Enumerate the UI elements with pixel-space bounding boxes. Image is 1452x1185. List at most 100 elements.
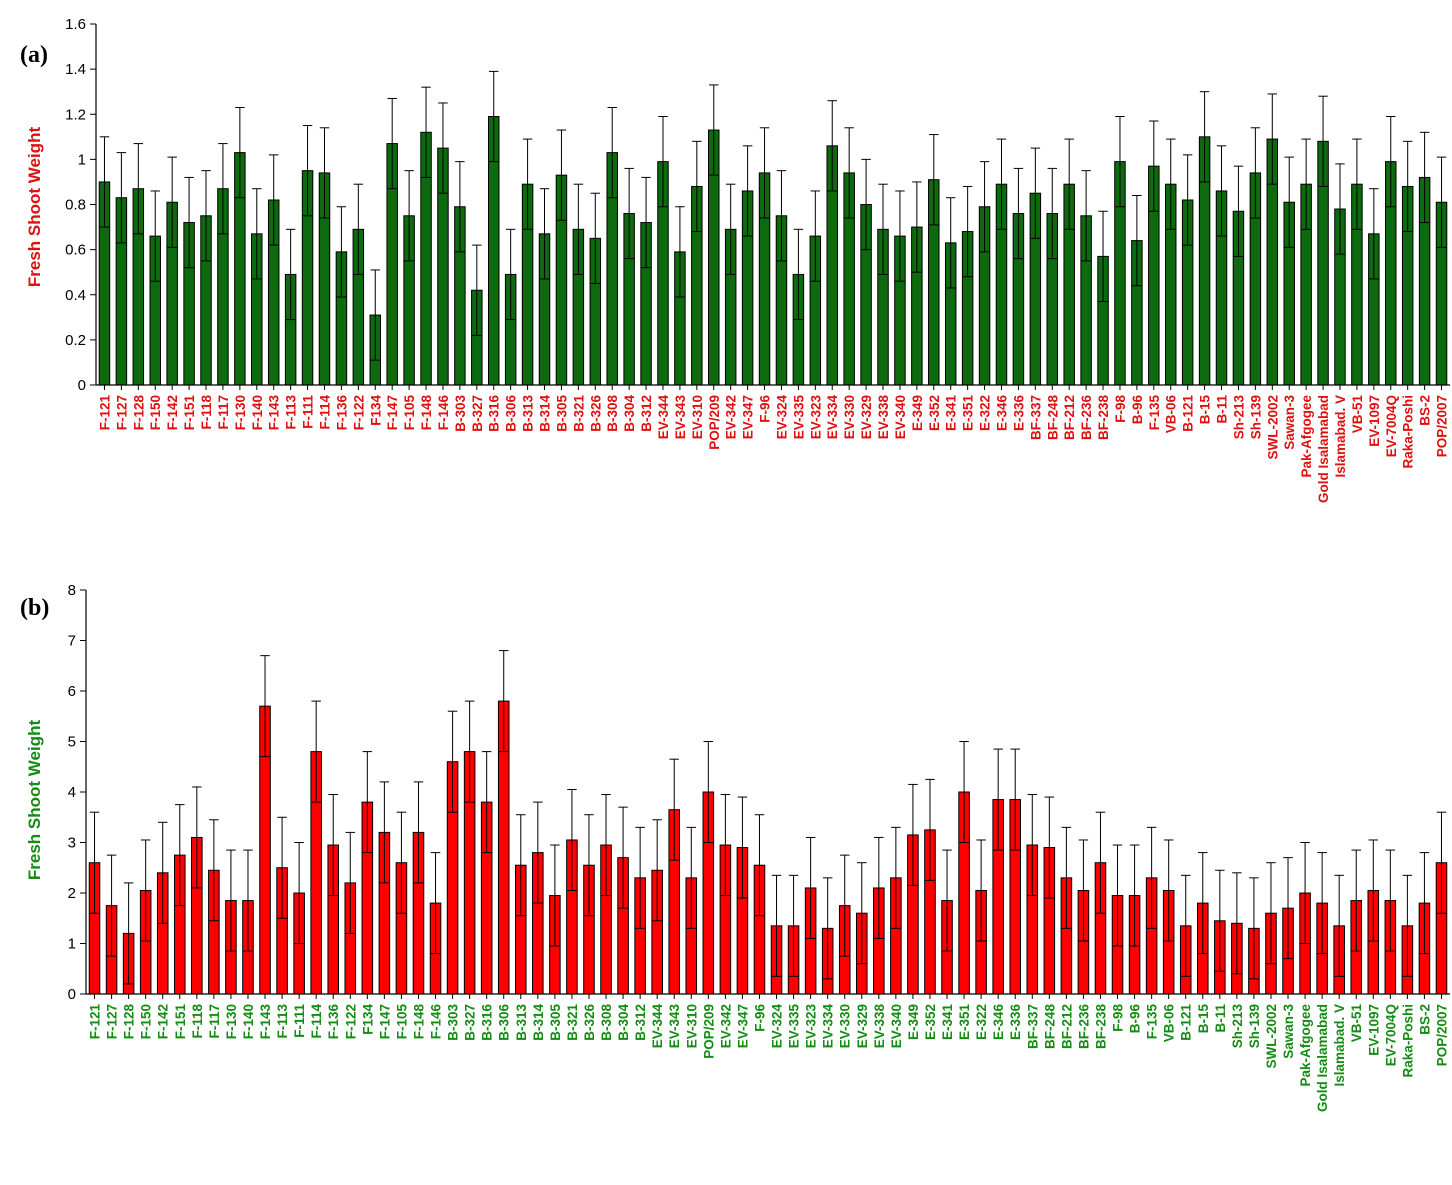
panel-b-category-label: E-336 — [1008, 1004, 1023, 1041]
panel-b-category-label: F-151 — [173, 1004, 188, 1040]
panel-b-category-label: VB-06 — [1162, 1004, 1177, 1043]
panel-b-category-label: E-349 — [906, 1004, 921, 1040]
panel-b-category-label: F-147 — [377, 1004, 392, 1039]
panel-b-category-label: Sawan-3 — [1281, 1004, 1296, 1059]
panel-a-category-label: BS-2 — [1418, 395, 1433, 426]
panel-a-category-label: F-150 — [148, 395, 163, 430]
panel-b-category-label: B-303 — [446, 1004, 461, 1041]
panel-a-category-label: F-122 — [351, 395, 366, 430]
panel-b-category-label: B-327 — [463, 1004, 478, 1041]
panel-b-category-label: EV-310 — [684, 1004, 699, 1048]
panel-a-y-tick-label: 0.2 — [65, 332, 86, 349]
panel-b-category-label: B-314 — [531, 1004, 546, 1041]
panel-b-y-tick-label: 5 — [68, 734, 76, 751]
panel-b-category-label: Sh-139 — [1247, 1004, 1262, 1048]
panel-b-category-label: Pak-Afgogee — [1298, 1004, 1313, 1087]
panel-b-label: (b) — [20, 595, 49, 621]
panel-a-category-label: EV-310 — [690, 395, 705, 439]
panel-a-category-label: F-151 — [182, 395, 197, 431]
panel-b-category-label: F-117 — [207, 1004, 222, 1039]
panel-b-category-label: Gold Isalamabad — [1315, 1004, 1330, 1112]
panel-b-category-label: EV-338 — [872, 1004, 887, 1049]
panel-a-category-label: B-326 — [588, 395, 603, 432]
panel-b-category-label: F-142 — [156, 1004, 171, 1039]
panel-a-category-label: Raka-Poshi — [1401, 395, 1416, 469]
panel-a-category-label: B-314 — [538, 395, 553, 432]
panel-a-category-label: EV-329 — [859, 395, 874, 439]
panel-a-category-label: F-146 — [436, 395, 451, 431]
panel-a-plot: 00.20.40.60.811.21.41.6F-121 F-127 F-128 F-… — [65, 16, 1450, 503]
panel-b-category-label: E-341 — [940, 1004, 955, 1041]
panel-a-category-label: E-351 — [961, 395, 976, 432]
panel-b-category-label: EV-330 — [838, 1004, 853, 1048]
panel-a-category-label: E-336 — [1011, 395, 1026, 432]
panel-b-category-label: B-15 — [1196, 1004, 1211, 1034]
panel-a-category-label: F-128 — [131, 395, 146, 431]
panel-b-y-tick-label: 3 — [68, 835, 76, 852]
panel-b-category-label: F-114 — [309, 1004, 324, 1039]
panel-b-category-label: F-111 — [292, 1004, 307, 1038]
panel-b-category-label: EV-335 — [787, 1004, 802, 1049]
panel-a-category-label: F-96 — [758, 395, 773, 423]
panel-b-category-label: BF-236 — [1076, 1004, 1091, 1050]
panel-b-category-label: F-127 — [105, 1004, 120, 1039]
panel-a-category-label: F-143 — [267, 395, 282, 431]
panel-a-y-tick-label: 1 — [78, 151, 86, 168]
panel-a-category-label: Islamabad. V — [1333, 395, 1348, 478]
panel-a-category-label: BF-337 — [1028, 395, 1043, 440]
panel-a-category-label: F-127 — [114, 395, 129, 430]
panel-b-category-label: B-121 — [1179, 1004, 1194, 1041]
panel-a-category-label: E-322 — [978, 395, 993, 431]
panel-a-category-label: B-313 — [521, 395, 536, 432]
panel-a-category-label: F-105 — [402, 395, 417, 431]
panel-a-category-label: B-327 — [470, 395, 485, 432]
panel-a-category-label: EV-7004Q — [1384, 395, 1399, 457]
panel-b-y-tick-label: 0 — [68, 986, 76, 1003]
panel-a-category-label: Pak-Afgogee — [1299, 395, 1314, 478]
panel-a-category-label: B-308 — [605, 395, 620, 432]
panel-a-category-label: EV-330 — [842, 395, 857, 439]
panel-a-category-label: EV-323 — [808, 395, 823, 440]
panel-b-category-label: B-321 — [565, 1004, 580, 1041]
panel-a-category-label: B-11 — [1215, 395, 1230, 424]
panel-a-category-label: F-121 — [97, 395, 112, 431]
panel-b-category-label: BF-212 — [1059, 1004, 1074, 1049]
panel-a-y-tick-label: 1.6 — [65, 16, 86, 33]
panel-a-category-label: B-312 — [639, 395, 654, 432]
panel-a-category-label: POP/2007 — [1435, 395, 1450, 457]
panel-a-category-label: EV-344 — [656, 395, 671, 440]
panel-a-category-label: EV-340 — [893, 395, 908, 439]
panel-b-category-label: POP/2007 — [1434, 1004, 1449, 1066]
panel-b-category-label: EV-347 — [735, 1004, 750, 1048]
panel-b-category-label: BF-337 — [1025, 1004, 1040, 1049]
panel-a-category-label: E-346 — [994, 395, 1009, 432]
panel-b-category-label: F-148 — [411, 1004, 426, 1040]
panel-a-category-label: Sh-139 — [1248, 395, 1263, 439]
panel-b-category-label: B-316 — [480, 1004, 495, 1041]
panel-a-category-label: EV-338 — [876, 395, 891, 440]
panel-b-category-label: Sh-213 — [1230, 1004, 1245, 1049]
panel-b-category-label: F-140 — [241, 1004, 256, 1039]
panel-a-category-label: F-118 — [199, 395, 214, 430]
panel-a-category-label: BF-248 — [1045, 395, 1060, 441]
panel-b-category-label: E-346 — [991, 1004, 1006, 1041]
panel-b-category-label: B-305 — [548, 1004, 563, 1041]
panel-b-category-label: B-312 — [633, 1004, 648, 1041]
panel-a-category-label: B-15 — [1198, 395, 1213, 425]
panel-a-category-label: F-130 — [233, 395, 248, 430]
panel-b-category-label: EV-343 — [667, 1004, 682, 1049]
panel-a-y-tick-label: 0 — [78, 377, 86, 394]
panel-a-category-label: EV-1097 — [1367, 395, 1382, 447]
panel-b-category-label: EV-323 — [804, 1004, 819, 1049]
panel-a-category-label: E-352 — [927, 395, 942, 431]
panel-a-category-label: EV-334 — [825, 395, 840, 440]
panel-b-category-label: BS-2 — [1417, 1004, 1432, 1035]
panel-b-y-tick-label: 8 — [68, 582, 76, 599]
panel-a-category-label: B-303 — [453, 395, 468, 432]
panel-b-category-label: F-136 — [326, 1004, 341, 1040]
panel-b-category-label: F-122 — [343, 1004, 358, 1039]
panel-a-y-tick-label: 0.8 — [65, 197, 86, 214]
panel-b-category-label: F-121 — [88, 1004, 103, 1040]
panel-b-y-tick-label: 6 — [68, 683, 76, 700]
